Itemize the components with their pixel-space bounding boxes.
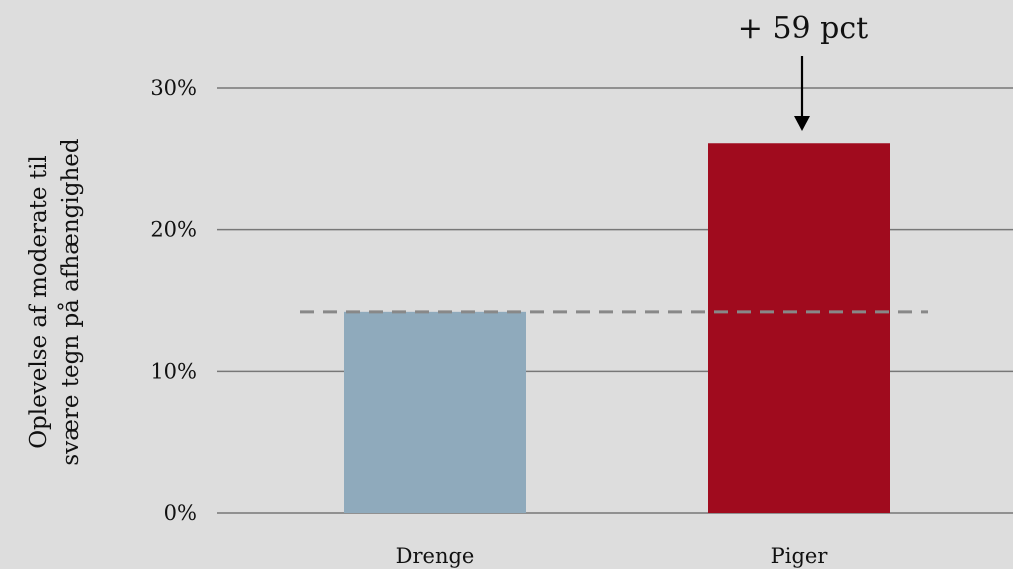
gridlines xyxy=(217,87,1013,514)
y-tick-label: 20% xyxy=(150,218,197,242)
y-axis-label: Oplevelse af moderate til svære tegn på a… xyxy=(26,138,84,465)
annotation-text: + 59 pct xyxy=(738,11,868,46)
y-axis-label-line-2: svære tegn på afhængighed xyxy=(57,138,84,465)
x-category-label: Drenge xyxy=(396,544,475,568)
y-axis-label-line-1: Oplevelse af moderate til xyxy=(26,155,52,449)
y-tick-label: 10% xyxy=(150,359,197,383)
y-tick-labels: 0% 10% 20% 30% xyxy=(150,76,197,525)
annotation-arrow-head xyxy=(794,116,810,131)
bars xyxy=(344,143,890,513)
x-category-labels: Drenge Piger xyxy=(396,544,829,568)
bar-drenge xyxy=(344,311,526,513)
x-category-label: Piger xyxy=(771,544,829,568)
y-tick-label: 0% xyxy=(164,501,197,525)
annotation: + 59 pct xyxy=(738,11,868,131)
y-tick-label: 30% xyxy=(150,76,197,100)
bar-piger xyxy=(708,143,890,513)
